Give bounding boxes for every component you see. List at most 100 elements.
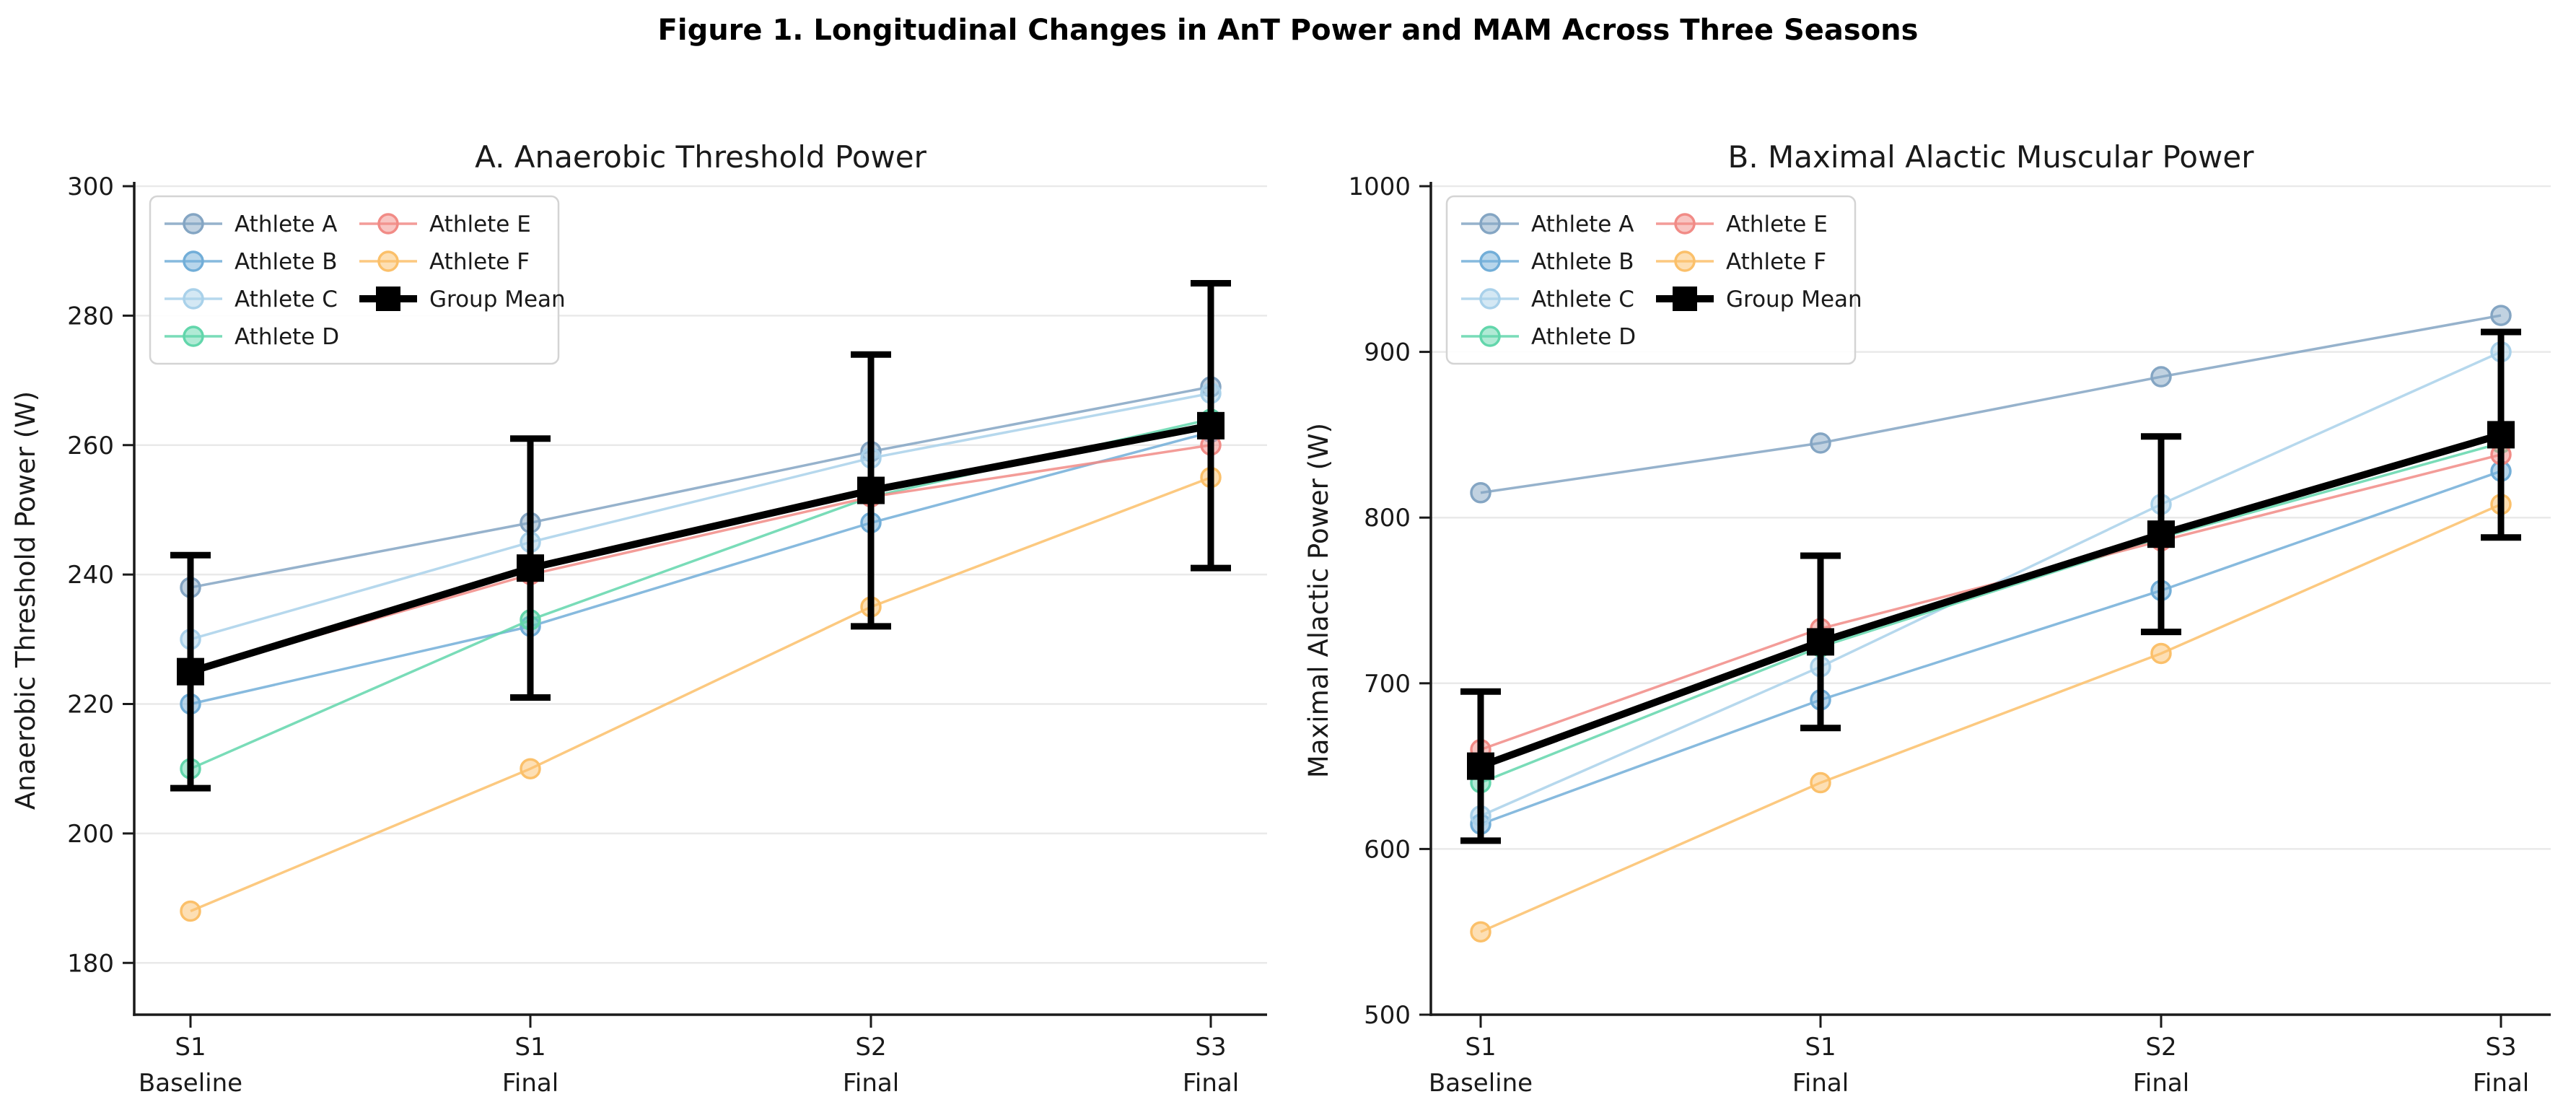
- panel-a: 180 200 220 240 260 280 300 S1 Baseline S1 Final S2…: [10, 139, 1267, 1098]
- panel-b-legend-label: Athlete B: [1531, 249, 1634, 275]
- panel-b-group-mean-line: [1479, 431, 2502, 770]
- panel-a-legend-mean-marker: [376, 287, 400, 311]
- panel-a-legend-swatch-marker: [377, 250, 399, 272]
- panel-a-legend: Athlete A Athlete B Athlete C Athlete D Athl…: [149, 195, 566, 365]
- panel-b-ytick-label: 500: [1364, 1001, 1411, 1030]
- panel-a-ytick-label: 200: [67, 820, 114, 849]
- panel-a-legend-swatch-marker: [183, 250, 204, 272]
- panel-a-ylabel: Anaerobic Threshold Power (W): [10, 391, 41, 810]
- panel-b-legend-label: Athlete C: [1531, 287, 1634, 312]
- panel-b-legend-swatch-marker: [1479, 325, 1501, 347]
- panel-b-xtick-label-line2: Final: [2133, 1069, 2189, 1098]
- panel-a-group-mean-marker: [517, 554, 544, 582]
- panel-a-legend-label: Athlete F: [429, 249, 530, 275]
- panel-b-xtick-label-line1: S3: [2485, 1033, 2516, 1062]
- panel-a-group-mean-line: [189, 421, 1212, 675]
- panel-b-legend-label: Athlete A: [1531, 211, 1634, 237]
- panel-b-xtick-label-line2: Final: [2473, 1069, 2529, 1098]
- panel-b-ytick-label: 1000: [1348, 172, 1411, 201]
- panel-a-xtick-label-line2: Final: [1183, 1069, 1239, 1098]
- panel-a-series-athlete-f-marker: [520, 758, 541, 779]
- panel-b-series-athlete-f-marker: [1470, 921, 1491, 943]
- panel-b-series-athlete-f: [1470, 494, 2512, 943]
- panel-b-group-mean-marker: [2147, 520, 2175, 548]
- panel-a-xtick-label-line2: Final: [843, 1069, 899, 1098]
- panel-b-group-mean-marker: [1807, 628, 1834, 656]
- panel-b-series-athlete-f-marker: [2150, 642, 2172, 665]
- panel-a-xtick-label-line2: Final: [502, 1069, 558, 1098]
- panel-a-series-athlete-f-line: [190, 476, 1212, 913]
- panel-b-legend-box: [1445, 195, 1857, 365]
- panel-a-group-mean-marker: [1197, 411, 1225, 440]
- panel-a-legend-label: Athlete E: [429, 211, 531, 237]
- panel-a-title: A. Anaerobic Threshold Power: [475, 139, 926, 175]
- panel-b-legend-swatch-marker: [1674, 250, 1696, 272]
- panel-b-series-athlete-a-marker: [2150, 366, 2172, 388]
- panel-b-legend-label: Athlete D: [1531, 324, 1636, 350]
- panel-b-legend-swatch-marker: [1479, 250, 1501, 272]
- panel-b-xtick-label-line2: Baseline: [1429, 1069, 1533, 1098]
- panel-b-legend-swatch-marker: [1479, 213, 1501, 235]
- panel-a-series-athlete-f-marker: [180, 900, 201, 922]
- panel-b-series-athlete-a: [1470, 305, 2512, 504]
- panel-a-ytick-label: 300: [67, 172, 114, 201]
- panel-a-series-athlete-a-line: [190, 385, 1212, 589]
- panel-b-series-athlete-a-marker: [1810, 432, 1831, 454]
- panel-b-series-athlete-f-marker: [1810, 771, 1831, 794]
- panel-b-series-athlete-a-marker: [1470, 482, 1491, 504]
- panel-a-xtick-label-line2: Baseline: [139, 1069, 242, 1098]
- panel-a-series-athlete-c-line: [190, 392, 1212, 641]
- panel-b-legend-mean-marker: [1673, 287, 1697, 311]
- panel-a-legend-swatch-marker: [377, 213, 399, 235]
- panel-b-series-athlete-d-line: [1480, 442, 2502, 784]
- panel-b-series-athlete-b-line: [1480, 470, 2502, 826]
- panel-a-legend-swatch-marker: [183, 325, 204, 347]
- panel-b-ytick-label: 600: [1364, 835, 1411, 864]
- panel-a-group-mean-marker: [857, 476, 885, 504]
- panel-a-ytick-label: 260: [67, 432, 114, 460]
- panel-b-legend-label: Group Mean: [1726, 287, 1862, 312]
- panel-b-group-mean: [1460, 328, 2521, 844]
- panel-b-legend-label: Athlete F: [1726, 249, 1826, 275]
- panel-b: 500 600 700 800 900 1000 S1 Baseline S1 Final S2 Fi…: [1303, 139, 2551, 1098]
- panels: 180 200 220 240 260 280 300 S1 Baseline S1 Final S2…: [10, 139, 2551, 1098]
- panel-a-legend-label: Athlete C: [235, 287, 338, 312]
- panel-a-legend-box: [149, 195, 560, 365]
- panel-a-xtick-label-line1: S1: [175, 1033, 206, 1062]
- panel-a-ytick-label: 280: [67, 302, 114, 331]
- panel-b-legend: Athlete A Athlete B Athlete C Athlete D Athl…: [1445, 195, 1862, 365]
- panel-b-ytick-label: 800: [1364, 504, 1411, 533]
- panel-a-legend-swatch-marker: [183, 213, 204, 235]
- panel-a-legend-label: Athlete A: [235, 211, 337, 237]
- panel-b-ylabel: Maximal Alactic Power (W): [1303, 423, 1334, 778]
- panel-b-legend-swatch-marker: [1674, 213, 1696, 235]
- panel-b-legend-swatch-marker: [1479, 288, 1501, 310]
- panel-b-ytick-label: 900: [1364, 338, 1411, 367]
- panel-a-xtick-label-line1: S1: [514, 1033, 546, 1062]
- panel-a-ytick-label: 220: [67, 691, 114, 720]
- panel-a-legend-swatch-marker: [183, 288, 204, 310]
- panel-b-title: B. Maximal Alactic Muscular Power: [1728, 139, 2255, 175]
- panel-b-series-athlete-f-line: [1480, 503, 2502, 933]
- panel-a-xtick-label-line1: S2: [855, 1033, 886, 1062]
- figure-title: Figure 1. Longitudinal Changes in AnT Po…: [658, 14, 1919, 47]
- panel-b-series-athlete-a-line: [1480, 314, 2502, 494]
- panel-b-xtick-label-line1: S1: [1465, 1033, 1496, 1062]
- panel-a-group-mean-marker: [177, 657, 204, 686]
- panel-a-xtick-label-line1: S3: [1195, 1033, 1226, 1062]
- panel-b-xtick-label-line1: S2: [2145, 1033, 2176, 1062]
- panel-a-series-athlete-b-line: [190, 431, 1212, 706]
- panel-a-group-mean: [170, 280, 1231, 792]
- panel-b-xtick-label-line2: Final: [1792, 1069, 1849, 1098]
- panel-b-xtick-label-line1: S1: [1805, 1033, 1836, 1062]
- panel-a-legend-label: Athlete D: [235, 324, 339, 350]
- panel-b-group-mean-marker: [1467, 752, 1494, 780]
- panel-b-ytick-label: 700: [1364, 670, 1411, 699]
- panel-a-ytick-label: 180: [67, 949, 114, 978]
- panel-b-series-athlete-a-marker: [2490, 305, 2512, 326]
- panel-b-legend-label: Athlete E: [1726, 211, 1828, 237]
- panel-b-group-mean-marker: [2487, 421, 2515, 449]
- panel-a-legend-label: Group Mean: [429, 287, 566, 312]
